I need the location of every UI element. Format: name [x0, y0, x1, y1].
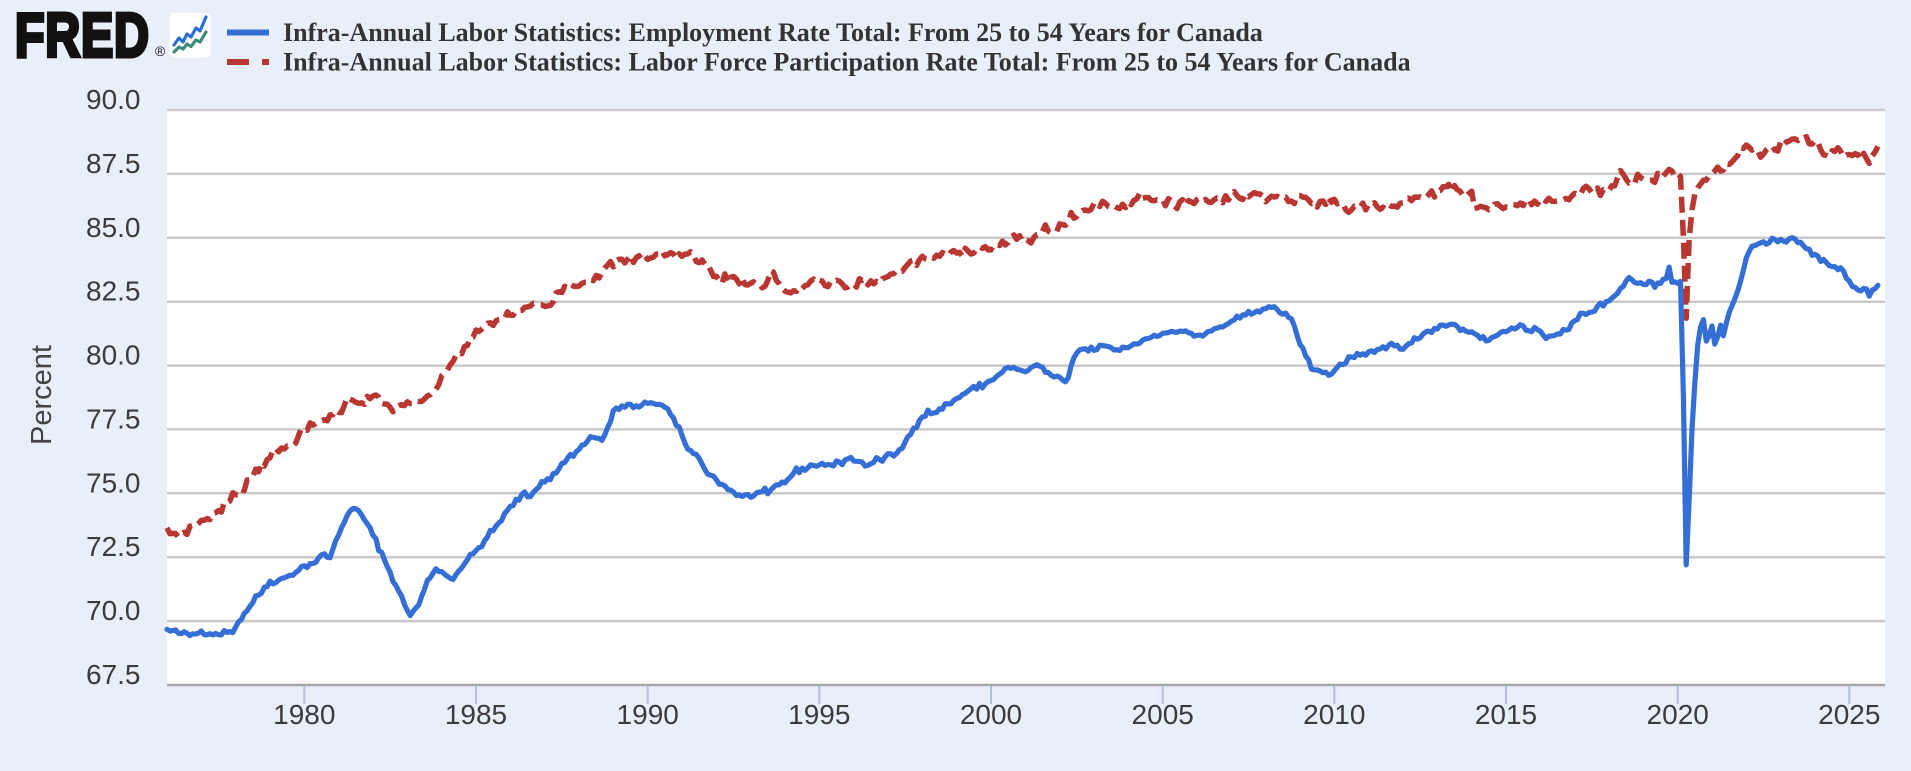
svg-text:Percent: Percent [26, 345, 58, 445]
svg-text:77.5: 77.5 [86, 403, 141, 434]
svg-text:80.0: 80.0 [86, 340, 141, 371]
svg-text:1990: 1990 [617, 699, 679, 730]
svg-text:1980: 1980 [273, 699, 335, 730]
svg-text:85.0: 85.0 [86, 212, 141, 243]
svg-text:Infra-Annual Labor Statistics:: Infra-Annual Labor Statistics: Labor For… [283, 48, 1411, 77]
svg-text:2000: 2000 [960, 699, 1022, 730]
svg-text:FRED: FRED [15, 1, 150, 70]
svg-text:87.5: 87.5 [86, 148, 141, 179]
svg-text:2025: 2025 [1818, 699, 1880, 730]
svg-text:90.0: 90.0 [86, 84, 141, 115]
svg-text:1995: 1995 [788, 699, 850, 730]
svg-text:70.0: 70.0 [86, 595, 141, 626]
svg-text:Infra-Annual Labor Statistics:: Infra-Annual Labor Statistics: Employmen… [283, 18, 1263, 47]
svg-text:®: ® [155, 43, 166, 59]
svg-text:72.5: 72.5 [86, 531, 141, 562]
svg-text:67.5: 67.5 [86, 659, 141, 690]
svg-text:75.0: 75.0 [86, 467, 141, 498]
svg-text:2015: 2015 [1475, 699, 1537, 730]
svg-text:2005: 2005 [1132, 699, 1194, 730]
svg-text:1985: 1985 [445, 699, 507, 730]
svg-text:2010: 2010 [1303, 699, 1365, 730]
svg-text:2020: 2020 [1647, 699, 1709, 730]
svg-text:82.5: 82.5 [86, 276, 141, 307]
